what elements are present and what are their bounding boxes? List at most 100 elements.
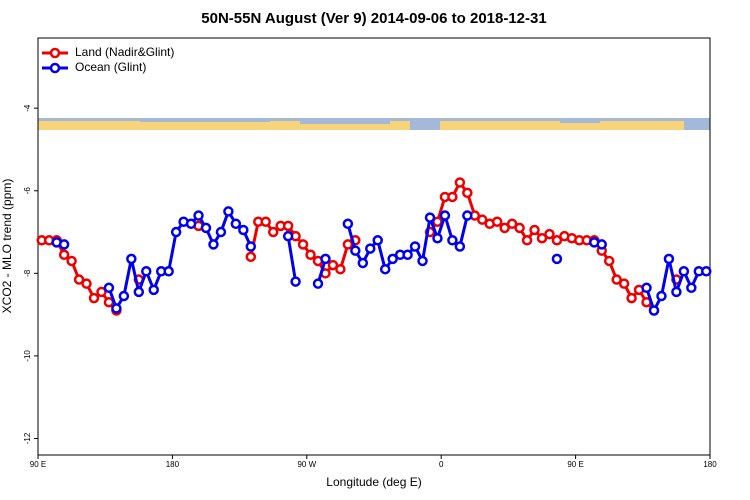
data-point (133, 286, 145, 298)
data-point (185, 218, 197, 230)
data-point (282, 220, 294, 232)
data-point (141, 266, 152, 277)
data-point (678, 266, 690, 277)
data-point (193, 210, 204, 221)
data-point (491, 216, 503, 227)
data-point (514, 222, 525, 234)
data-point (671, 286, 682, 298)
y-tick-label: -6 (23, 187, 32, 195)
legend-marker (49, 47, 61, 59)
data-point (66, 255, 77, 267)
x-tick-label: 90 E (567, 460, 583, 469)
data-point (529, 224, 540, 236)
series-line (286, 235, 298, 282)
legend-marker (49, 62, 61, 74)
data-point (200, 222, 212, 234)
data-point (454, 241, 466, 252)
data-point (58, 249, 70, 261)
data-point (663, 253, 675, 265)
data-point (447, 191, 458, 203)
data-point (335, 263, 346, 275)
y-axis-label: XCO2 - MLO trend (ppm) (0, 179, 14, 314)
data-point (312, 278, 324, 289)
data-point (350, 245, 361, 256)
land-ocean-strip (38, 118, 710, 130)
y-tick-label: -10 (23, 350, 32, 362)
data-point (342, 218, 354, 230)
data-point (648, 305, 660, 316)
data-point (103, 282, 115, 294)
data-point (267, 226, 279, 238)
data-point (58, 239, 70, 250)
data-point (372, 235, 383, 246)
data-point (521, 235, 533, 246)
data-point (544, 228, 555, 240)
x-tick-label: 90 E (30, 460, 46, 469)
data-point (618, 278, 630, 289)
data-point (462, 187, 473, 199)
data-point (342, 239, 354, 250)
data-point (118, 290, 130, 302)
data-point (656, 290, 667, 302)
data-point (282, 230, 294, 242)
data-point (320, 253, 331, 265)
data-point (701, 266, 712, 277)
data-point (432, 232, 443, 244)
data-point (223, 206, 234, 217)
data-point (447, 235, 458, 246)
x-tick-label: 90 W (297, 460, 316, 469)
data-point (409, 241, 421, 252)
data-point (163, 266, 174, 277)
data-point (260, 216, 271, 227)
data-point (454, 177, 466, 188)
y-tick-label: -4 (23, 104, 32, 112)
data-point (245, 241, 257, 252)
data-point (551, 253, 563, 265)
data-point (477, 214, 488, 225)
chart-title: 50N-55N August (Ver 9) 2014-09-06 to 201… (201, 10, 546, 27)
data-point (81, 278, 92, 289)
data-point (417, 255, 428, 267)
data-point (387, 253, 398, 265)
data-point (73, 274, 85, 285)
data-point (596, 239, 607, 250)
plot-frame (37, 37, 711, 456)
data-point (424, 212, 436, 223)
data-point (357, 257, 369, 269)
data-point (499, 222, 510, 234)
data-point (402, 249, 413, 261)
y-tick-label: -12 (23, 432, 32, 444)
data-point (365, 243, 376, 254)
data-point (462, 210, 473, 221)
data-point (126, 253, 137, 265)
data-point (439, 210, 451, 221)
data-point (111, 303, 122, 314)
data-point (238, 224, 249, 236)
data-point (641, 282, 652, 294)
data-point (297, 239, 309, 250)
data-point (536, 232, 548, 244)
data-point (506, 218, 518, 230)
legend-label: Land (Nadir&Glint) (75, 45, 174, 59)
legend-label: Ocean (Glint) (75, 60, 146, 74)
data-point (170, 226, 182, 238)
data-point (208, 239, 219, 250)
data-point (626, 292, 637, 304)
x-tick-label: 0 (439, 460, 444, 469)
data-point (327, 259, 339, 271)
data-point (686, 282, 697, 294)
legend: Land (Nadir&Glint)Ocean (Glint) (42, 45, 174, 74)
x-tick-label: 180 (166, 460, 180, 469)
data-point (148, 284, 159, 296)
y-tick-label: -8 (23, 269, 32, 277)
data-point (611, 274, 622, 285)
data-point (551, 235, 563, 246)
data-point (230, 218, 242, 230)
data-point (245, 251, 257, 263)
data-point (215, 226, 227, 238)
x-tick-label: 180 (703, 460, 717, 469)
data-point (96, 286, 107, 298)
data-point (603, 255, 615, 267)
x-axis-label: Longitude (deg E) (326, 475, 421, 489)
